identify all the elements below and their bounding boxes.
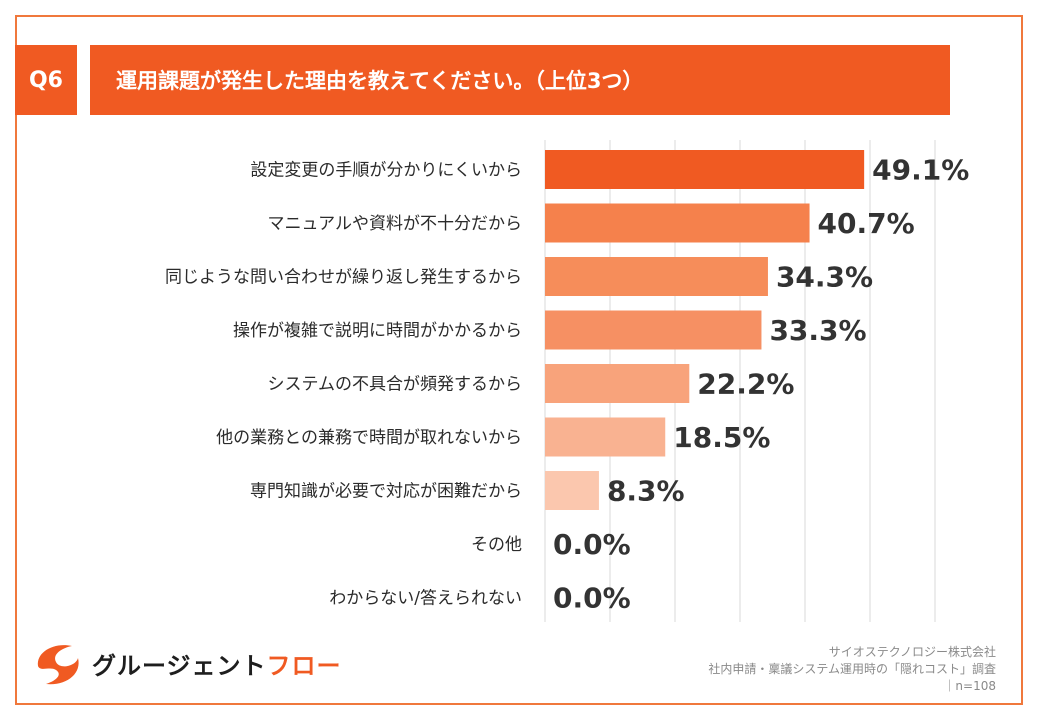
bar	[545, 257, 768, 296]
bar	[545, 471, 599, 510]
category-label: その他	[471, 535, 522, 555]
category-label: 同じような問い合わせが繰り返し発生するから	[165, 268, 522, 288]
value-label: 33.3%	[769, 314, 866, 347]
bar	[545, 417, 666, 457]
value-label: 49.1%	[872, 154, 969, 187]
category-label: マニュアルや資料が不十分だから	[268, 214, 523, 234]
value-label: 34.3%	[776, 261, 873, 294]
source-sample-size: ｜n=108	[943, 679, 996, 693]
bar	[545, 310, 762, 350]
bar	[545, 364, 690, 403]
logo-mark-icon	[37, 645, 79, 685]
bar	[545, 203, 810, 243]
category-label: 操作が複雑で説明に時間がかかるから	[233, 321, 522, 341]
question-title: 運用課題が発生した理由を教えてください。（上位3つ）	[90, 45, 950, 115]
value-label: 0.0%	[553, 528, 631, 561]
question-badge: Q6	[15, 45, 77, 115]
logo-text: グルージェントフロー	[92, 646, 342, 681]
category-label: 専門知識が必要で対応が困難だから	[250, 482, 522, 502]
source-company: サイオステクノロジー株式会社	[828, 645, 996, 659]
logo-text-main: グルージェント	[92, 651, 267, 680]
bar	[545, 150, 865, 189]
source-survey: 社内申請・稟議システム運用時の「隠れコスト」調査	[708, 662, 996, 676]
category-label: システムの不具合が頻発するから	[268, 375, 523, 395]
value-label: 8.3%	[607, 475, 685, 508]
outer-frame	[15, 15, 1023, 705]
category-label: わからない/答えられない	[329, 589, 522, 609]
logo-text-accent: フロー	[266, 651, 342, 680]
value-label: 40.7%	[818, 207, 915, 240]
value-label: 22.2%	[697, 368, 794, 401]
source-note: サイオステクノロジー株式会社 社内申請・稟議システム運用時の「隠れコスト」調査 …	[708, 644, 996, 695]
value-label: 0.0%	[553, 582, 631, 615]
category-label: 設定変更の手順が分かりにくいから	[250, 161, 522, 181]
category-label: 他の業務との兼務で時間が取れないから	[216, 428, 522, 448]
brand-logo: グルージェントフロー	[32, 638, 342, 688]
value-label: 18.5%	[673, 421, 770, 454]
